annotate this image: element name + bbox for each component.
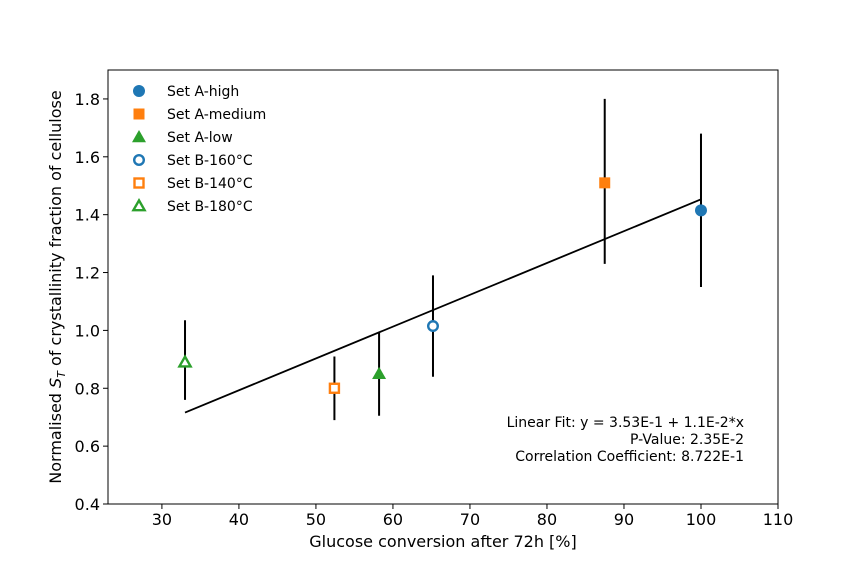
y-tick-label: 1.4	[75, 206, 100, 225]
legend-label: Set B-160°C	[167, 153, 253, 169]
x-tick-label: 40	[229, 510, 249, 529]
legend-marker	[133, 85, 145, 97]
y-axis-label-suffix: of crystallinity fraction of cellulose	[46, 90, 65, 371]
data-point	[599, 177, 611, 189]
x-tick-label: 50	[306, 510, 326, 529]
y-tick-label: 1.0	[75, 321, 100, 340]
annotation-line: Linear Fit: y = 3.53E-1 + 1.1E-2*x	[507, 415, 744, 431]
y-tick-label: 1.8	[75, 90, 100, 109]
legend-marker	[132, 153, 145, 166]
data-point	[426, 320, 439, 333]
y-tick-label: 0.6	[75, 437, 100, 456]
y-tick-label: 0.8	[75, 379, 100, 398]
y-tick-label: 0.4	[75, 495, 100, 514]
y-axis: 0.4 0.6 0.8 1.0 1.2 1.4 1.6 1.8	[75, 90, 108, 514]
data-point	[372, 366, 387, 380]
legend-marker	[132, 130, 146, 143]
plot-area	[107, 69, 779, 505]
legend: Set A-high Set A-medium Set A-low Set B-160…	[131, 84, 266, 215]
legend-label: Set B-140°C	[167, 176, 253, 192]
x-tick-label: 30	[152, 510, 172, 529]
legend-label: Set A-low	[167, 130, 233, 146]
legend-marker	[131, 197, 147, 212]
x-axis: 30 40 50 60 70 80 90 100 110	[152, 504, 794, 529]
x-tick-label: 100	[686, 510, 717, 529]
y-axis-label-symbol: S	[46, 378, 65, 388]
data-point	[694, 204, 707, 217]
fit-annotation: Linear Fit: y = 3.53E-1 + 1.1E-2*xP-Valu…	[507, 415, 744, 465]
x-axis-label: Glucose conversion after 72h [%]	[309, 532, 576, 551]
fit-line-group	[184, 198, 702, 414]
y-axis-label: Normalised ST of crystallinity fraction …	[46, 90, 68, 483]
legend-marker	[133, 177, 145, 189]
annotation-line: P-Value: 2.35E-2	[630, 432, 744, 448]
annotation-line: Correlation Coefficient: 8.722E-1	[515, 449, 744, 465]
legend-marker	[133, 108, 145, 120]
x-tick-label: 60	[383, 510, 403, 529]
data-point	[328, 382, 341, 394]
y-axis-label-prefix: Normalised	[46, 388, 65, 484]
x-tick-label: 90	[614, 510, 634, 529]
data-point	[177, 354, 193, 368]
y-tick-label: 1.2	[75, 264, 100, 283]
x-tick-label: 80	[537, 510, 557, 529]
data-points	[177, 98, 707, 421]
legend-label: Set A-medium	[167, 107, 266, 123]
x-tick-label: 110	[763, 510, 794, 529]
x-tick-label: 70	[460, 510, 480, 529]
y-tick-label: 1.6	[75, 148, 100, 167]
legend-label: Set B-180°C	[167, 199, 253, 215]
y-axis-label-subscript: T	[55, 370, 68, 378]
legend-label: Set A-high	[167, 84, 239, 100]
fit-line	[184, 198, 702, 414]
